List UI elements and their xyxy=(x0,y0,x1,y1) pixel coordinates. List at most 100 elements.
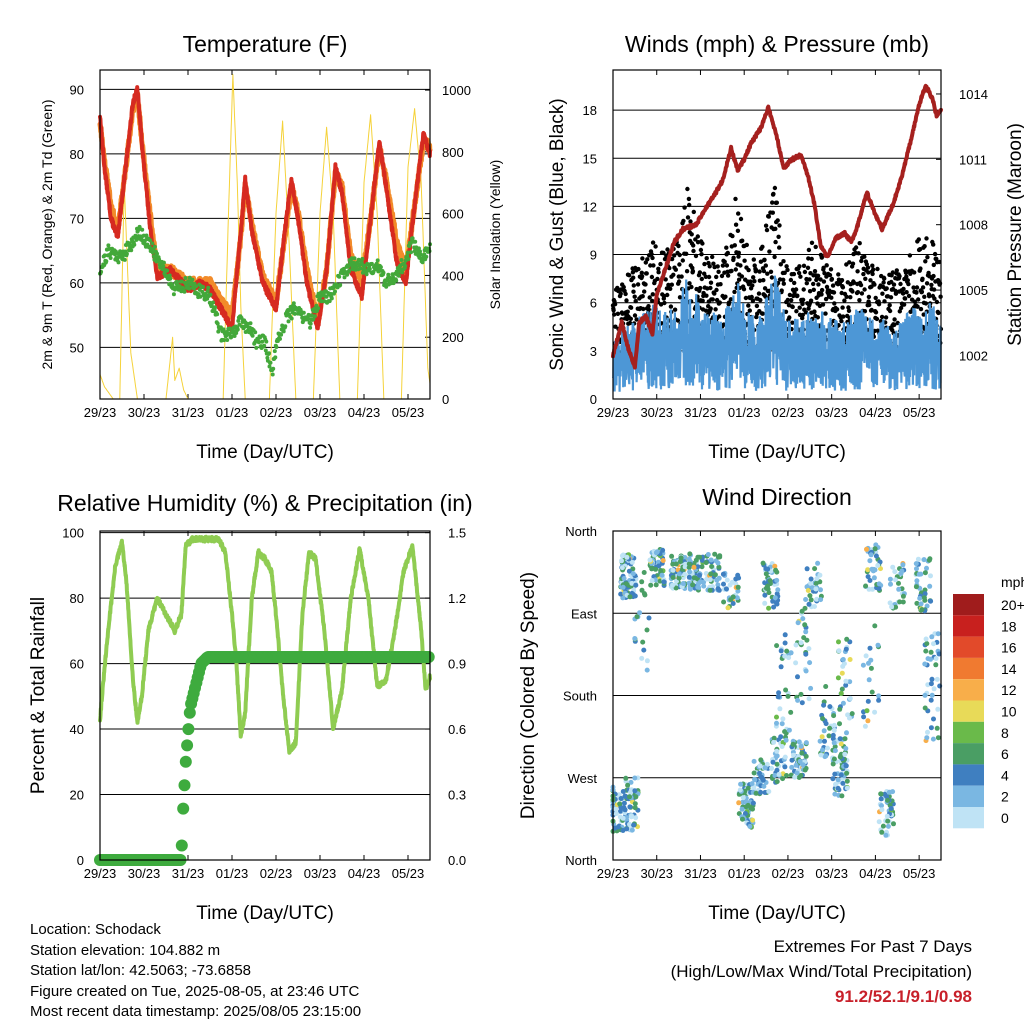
gust-point xyxy=(676,243,681,249)
gust-point xyxy=(866,299,871,304)
direction-point xyxy=(935,706,941,712)
direction-point xyxy=(879,803,884,809)
gust-point xyxy=(676,279,682,284)
gust-point xyxy=(809,240,815,245)
legend-label: 2 xyxy=(1001,789,1009,805)
dewpoint-point xyxy=(394,278,399,283)
direction-point xyxy=(762,765,768,771)
gust-point xyxy=(866,270,871,275)
gust-point xyxy=(892,322,897,327)
direction-x-axis-label: Time (Day/UTC) xyxy=(708,903,846,924)
gust-point xyxy=(907,253,913,258)
gust-point xyxy=(633,298,638,304)
direction-point xyxy=(847,679,853,685)
gust-point xyxy=(791,271,797,277)
gust-point xyxy=(868,278,873,283)
direction-point xyxy=(687,569,693,575)
precipitation-point xyxy=(178,779,191,792)
y-tick-label: East xyxy=(571,606,597,621)
dewpoint-point xyxy=(227,326,232,331)
gust-point xyxy=(782,270,787,275)
direction-point xyxy=(738,781,744,787)
direction-point xyxy=(837,736,843,742)
y-tick-label: North xyxy=(565,524,597,539)
direction-point xyxy=(628,779,634,785)
gust-point xyxy=(769,275,775,280)
direction-point xyxy=(769,765,775,771)
gust-point xyxy=(931,287,937,292)
direction-point xyxy=(927,583,933,589)
direction-point xyxy=(655,559,661,565)
dewpoint-point xyxy=(183,276,188,280)
gust-point xyxy=(752,279,757,284)
y-tick-label: 18 xyxy=(583,103,597,118)
gust-point xyxy=(859,258,864,264)
gust-point xyxy=(679,274,684,279)
y-tick-label: South xyxy=(563,689,597,704)
extremes-heading: Extremes For Past 7 Days xyxy=(773,937,972,956)
direction-point xyxy=(712,572,718,578)
dewpoint-point xyxy=(306,317,310,321)
gust-point xyxy=(690,269,696,274)
direction-point xyxy=(742,788,748,794)
gust-point xyxy=(823,311,828,316)
gust-point xyxy=(897,309,902,314)
direction-point xyxy=(793,762,799,768)
x-tick-label: 31/23 xyxy=(172,866,205,881)
y-tick-label: 90 xyxy=(70,82,84,97)
gust-point xyxy=(706,274,712,280)
direction-point xyxy=(839,793,845,799)
direction-point xyxy=(682,555,688,560)
direction-point xyxy=(925,656,931,662)
direction-point xyxy=(931,716,936,722)
gust-point xyxy=(625,309,630,314)
gust-point xyxy=(718,282,723,287)
dewpoint-point xyxy=(369,261,374,266)
direction-point xyxy=(872,623,878,629)
dewpoint-point xyxy=(399,258,404,262)
figure-created: Figure created on Tue, 2025-08-05, at 23… xyxy=(30,982,360,1000)
direction-point xyxy=(770,759,776,765)
gust-point xyxy=(821,265,826,270)
direction-point xyxy=(620,584,626,590)
direction-point xyxy=(659,572,665,578)
gust-point xyxy=(770,210,775,215)
direction-point xyxy=(739,806,745,812)
gust-point xyxy=(792,290,797,295)
direction-point xyxy=(922,570,928,576)
gust-point xyxy=(904,274,909,279)
direction-point xyxy=(924,565,929,571)
gust-point xyxy=(723,294,728,299)
precipitation-point xyxy=(181,739,194,752)
direction-point xyxy=(765,566,771,572)
direction-point xyxy=(669,553,675,559)
direction-point xyxy=(750,817,756,823)
gust-point xyxy=(857,241,862,246)
direction-point xyxy=(661,579,667,585)
gust-point xyxy=(787,315,792,320)
direction-point xyxy=(682,571,688,577)
direction-point xyxy=(837,754,843,760)
gust-point xyxy=(922,244,927,249)
gust-point xyxy=(789,298,794,303)
direction-point xyxy=(752,777,758,783)
direction-point xyxy=(928,573,933,579)
direction-point xyxy=(774,601,780,607)
y-tick-label: 3 xyxy=(590,344,597,359)
direction-point xyxy=(933,662,939,668)
y2-tick-label: 0.3 xyxy=(448,788,466,803)
direction-point xyxy=(620,595,626,601)
legend-label: 0 xyxy=(1001,810,1009,826)
gust-point xyxy=(757,278,763,283)
gust-point xyxy=(686,196,692,202)
gust-point xyxy=(819,255,824,260)
direction-point xyxy=(621,800,627,806)
x-tick-label: 05/23 xyxy=(392,866,425,881)
direction-point xyxy=(888,806,894,811)
direction-point xyxy=(808,576,814,582)
direction-point xyxy=(736,575,742,581)
gust-point xyxy=(781,259,786,264)
direction-point xyxy=(876,581,882,587)
direction-point xyxy=(771,739,777,745)
gust-point xyxy=(717,300,722,305)
